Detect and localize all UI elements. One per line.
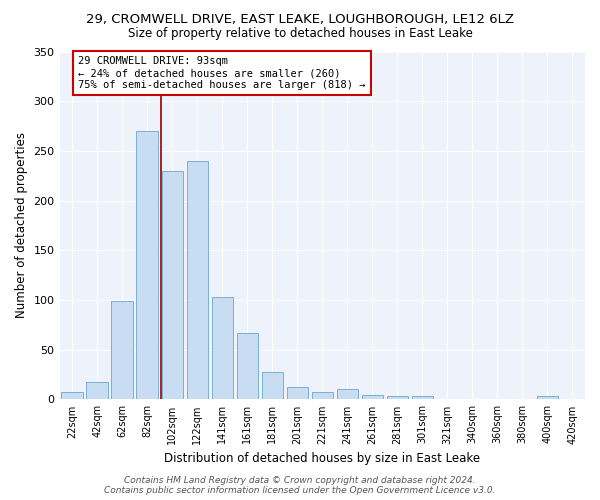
Bar: [412, 396, 433, 400]
Bar: [387, 396, 408, 400]
Bar: [61, 392, 83, 400]
Text: Size of property relative to detached houses in East Leake: Size of property relative to detached ho…: [128, 28, 472, 40]
Bar: [187, 161, 208, 400]
Bar: [262, 372, 283, 400]
Bar: [112, 301, 133, 400]
X-axis label: Distribution of detached houses by size in East Leake: Distribution of detached houses by size …: [164, 452, 481, 465]
Text: 29 CROMWELL DRIVE: 93sqm
← 24% of detached houses are smaller (260)
75% of semi-: 29 CROMWELL DRIVE: 93sqm ← 24% of detach…: [79, 56, 366, 90]
Bar: [537, 396, 558, 400]
Bar: [212, 297, 233, 400]
Bar: [236, 333, 258, 400]
Bar: [337, 390, 358, 400]
Text: 29, CROMWELL DRIVE, EAST LEAKE, LOUGHBOROUGH, LE12 6LZ: 29, CROMWELL DRIVE, EAST LEAKE, LOUGHBOR…: [86, 12, 514, 26]
Bar: [362, 396, 383, 400]
Bar: [136, 131, 158, 400]
Bar: [86, 382, 108, 400]
Bar: [287, 386, 308, 400]
Bar: [311, 392, 333, 400]
Text: Contains HM Land Registry data © Crown copyright and database right 2024.
Contai: Contains HM Land Registry data © Crown c…: [104, 476, 496, 495]
Bar: [161, 171, 183, 400]
Y-axis label: Number of detached properties: Number of detached properties: [15, 132, 28, 318]
